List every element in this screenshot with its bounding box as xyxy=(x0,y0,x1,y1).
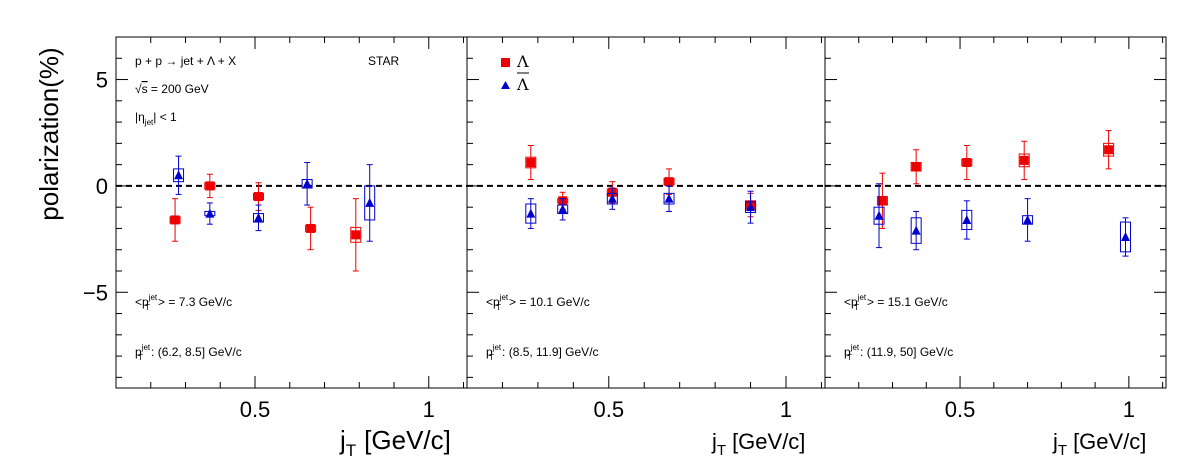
y-tick-label: 0 xyxy=(96,174,108,199)
antilambda-sys-box-3 xyxy=(961,209,973,231)
lambda-point-2 xyxy=(205,181,215,191)
lambda-point-1 xyxy=(526,158,536,168)
x-tick-label: 1 xyxy=(780,397,792,422)
legend-lambda-label: Λ xyxy=(516,52,529,71)
lambda-point-3 xyxy=(962,158,972,168)
antilambda-point-3 xyxy=(607,193,617,203)
panel-3: 0.5 1 <pjet T > = 15.1 GeV/c pjet T: (11.9, 50… xyxy=(824,36,1167,422)
lambda-sys-box-4 xyxy=(1018,153,1030,168)
x-tick-label: 1 xyxy=(423,397,435,422)
legend-lambda-marker xyxy=(501,58,510,67)
antilambda-point-1 xyxy=(174,170,184,180)
static-annotations: p + p → jet + Λ + X STAR √s = 200 GeV |η… xyxy=(135,54,399,127)
antilambda-point-3 xyxy=(253,212,263,222)
lambda-point-1 xyxy=(170,215,180,225)
panel-frame xyxy=(824,36,1167,389)
antilambda-point-5 xyxy=(746,202,756,212)
antilambda-sys-box-4 xyxy=(663,192,675,205)
antilambda-point-1 xyxy=(526,208,536,218)
lambda-sys-box-5 xyxy=(1103,142,1115,157)
x-axis-title-2: jT [GeV/c] xyxy=(711,429,805,459)
eta-label: |ηjet| < 1 xyxy=(135,110,177,127)
x-axis-label-2: jT [GeV/c] xyxy=(711,429,805,459)
lambda-point-3 xyxy=(253,192,263,202)
antilambda-sys-box-1 xyxy=(525,203,537,224)
lambda-point-4 xyxy=(1019,155,1029,165)
antilambda-sys-box-5 xyxy=(364,185,376,221)
antilambda-sys-box-5 xyxy=(745,201,757,213)
x-axis-title-1: jT [GeV/c] xyxy=(339,425,451,460)
legend-antilambda-marker xyxy=(501,81,510,89)
pt-range-label: pjet T: (8.5, 11.9] GeV/c xyxy=(486,343,599,362)
lambda-sys-box-5 xyxy=(350,226,362,243)
x-axis-label-3: jT [GeV/c] xyxy=(1052,429,1146,459)
mean-pt-label: <pjet T > = 15.1 GeV/c xyxy=(844,293,948,312)
lambda-point-5 xyxy=(1104,145,1114,155)
pt-range-label: pjet T: (11.9, 50] GeV/c xyxy=(844,343,953,362)
y-tick-label: −5 xyxy=(83,280,108,305)
pt-range-label: pjet T: (6.2, 8.5] GeV/c xyxy=(135,343,242,362)
x-axis-label-1: jT [GeV/c] xyxy=(339,425,451,460)
lambda-point-5 xyxy=(351,230,361,240)
antilambda-point-2 xyxy=(205,208,215,218)
x-tick-label: 0.5 xyxy=(945,397,976,422)
antilambda-point-2 xyxy=(558,204,568,214)
antilambda-sys-box-2 xyxy=(910,217,922,244)
energy-label: √s = 200 GeV xyxy=(135,82,209,96)
mean-pt-label: <pjet T > = 10.1 GeV/c xyxy=(486,293,590,312)
reaction-label: p + p → jet + Λ + X xyxy=(135,54,236,68)
antilambda-sys-box-5 xyxy=(1119,221,1131,253)
antilambda-point-1 xyxy=(874,210,884,220)
panels: 0.5 1 5 0 −5 <pjet T > = 7.3 GeV/c pjet T: (6.2, … xyxy=(83,36,1167,422)
y-axis-label: polarization(%) xyxy=(34,47,64,220)
antilambda-point-4 xyxy=(1023,214,1033,224)
x-axis-title-3: jT [GeV/c] xyxy=(1052,429,1146,459)
lambda-point-1 xyxy=(877,196,887,206)
antilambda-point-5 xyxy=(365,197,375,207)
legend-antilambda-label: Λ xyxy=(516,75,529,94)
lambda-point-2 xyxy=(911,162,921,172)
star-label: STAR xyxy=(368,54,399,68)
antilambda-point-4 xyxy=(664,193,674,203)
lambda-point-4 xyxy=(306,223,316,233)
antilambda-point-2 xyxy=(911,225,921,235)
antilambda-point-5 xyxy=(1120,231,1130,241)
antilambda-sys-box-1 xyxy=(173,168,185,183)
panel-2: 0.5 1 <pjet T > = 10.1 GeV/c pjet T: (8.5, 11.… xyxy=(466,36,826,422)
y-tick-label: 5 xyxy=(96,68,108,93)
lambda-point-4 xyxy=(664,177,674,187)
antilambda-point-3 xyxy=(962,214,972,224)
x-tick-label: 1 xyxy=(1123,397,1135,422)
x-tick-label: 0.5 xyxy=(240,397,271,422)
panel-1: 0.5 1 5 0 −5 <pjet T > = 7.3 GeV/c pjet T: (6.2, … xyxy=(83,36,468,422)
x-tick-label: 0.5 xyxy=(593,397,624,422)
antilambda-sys-box-1 xyxy=(873,206,885,225)
legend: Λ Λ xyxy=(501,52,529,94)
antilambda-point-4 xyxy=(302,178,312,188)
mean-pt-label: <pjet T > = 7.3 GeV/c xyxy=(135,293,232,312)
antilambda-sys-box-3 xyxy=(606,192,618,205)
lambda-sys-box-1 xyxy=(525,156,537,169)
